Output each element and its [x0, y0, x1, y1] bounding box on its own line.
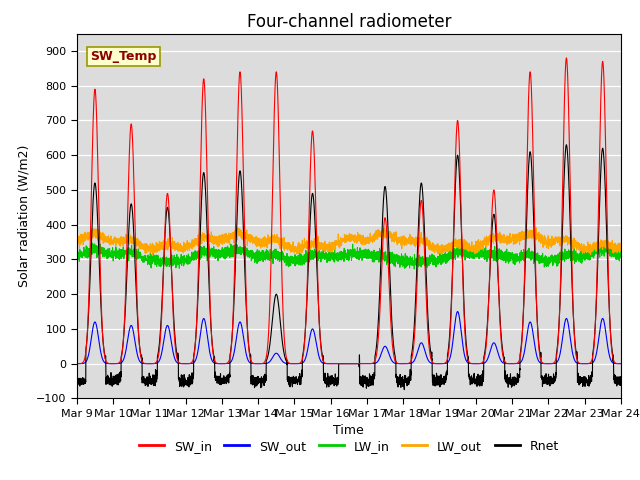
- SW_in: [328, 361, 336, 367]
- LW_in: [471, 250, 479, 255]
- LW_in: [88, 240, 96, 246]
- SW_in: [345, 361, 353, 367]
- LW_in: [441, 254, 449, 260]
- Y-axis label: Solar radiation (W/m2): Solar radiation (W/m2): [17, 145, 31, 287]
- SW_out: [616, 361, 624, 367]
- Rnet: [441, 375, 449, 381]
- Rnet: [401, 387, 408, 393]
- Rnet: [471, 381, 479, 386]
- Text: SW_Temp: SW_Temp: [90, 50, 157, 63]
- LW_out: [441, 245, 449, 251]
- LW_out: [329, 242, 337, 248]
- Rnet: [616, 376, 624, 382]
- SW_in: [171, 336, 179, 341]
- SW_out: [328, 361, 336, 367]
- SW_in: [502, 360, 509, 366]
- Rnet: [617, 379, 625, 384]
- SW_out: [171, 355, 179, 361]
- SW_out: [73, 361, 81, 367]
- LW_in: [502, 258, 509, 264]
- SW_out: [502, 360, 509, 366]
- SW_in: [563, 55, 570, 61]
- Rnet: [563, 142, 570, 148]
- LW_in: [616, 251, 624, 257]
- LW_in: [617, 255, 625, 261]
- LW_out: [171, 238, 179, 244]
- SW_in: [441, 360, 449, 366]
- SW_in: [73, 361, 81, 367]
- Line: LW_in: LW_in: [77, 243, 621, 269]
- SW_out: [471, 361, 479, 367]
- LW_out: [471, 242, 479, 248]
- LW_out: [73, 236, 81, 241]
- LW_out: [616, 243, 624, 249]
- LW_in: [329, 251, 337, 256]
- Rnet: [171, 328, 179, 334]
- LW_in: [73, 250, 81, 256]
- SW_out: [454, 309, 461, 314]
- SW_out: [345, 361, 353, 367]
- SW_in: [471, 361, 479, 367]
- Rnet: [328, 378, 336, 384]
- LW_out: [502, 239, 509, 245]
- LW_in: [410, 266, 418, 272]
- SW_out: [441, 360, 449, 366]
- LW_out: [148, 252, 156, 258]
- Rnet: [502, 379, 509, 384]
- LW_in: [171, 261, 179, 267]
- X-axis label: Time: Time: [333, 424, 364, 437]
- Legend: SW_in, SW_out, LW_in, LW_out, Rnet: SW_in, SW_out, LW_in, LW_out, Rnet: [134, 435, 564, 458]
- Line: SW_in: SW_in: [77, 58, 621, 364]
- SW_in: [617, 361, 625, 367]
- Rnet: [73, 380, 81, 386]
- SW_out: [617, 361, 625, 367]
- SW_in: [616, 361, 624, 367]
- LW_out: [617, 246, 625, 252]
- LW_out: [532, 225, 540, 230]
- Line: LW_out: LW_out: [77, 228, 621, 255]
- Line: SW_out: SW_out: [77, 312, 621, 364]
- Title: Four-channel radiometer: Four-channel radiometer: [246, 12, 451, 31]
- Line: Rnet: Rnet: [77, 145, 621, 390]
